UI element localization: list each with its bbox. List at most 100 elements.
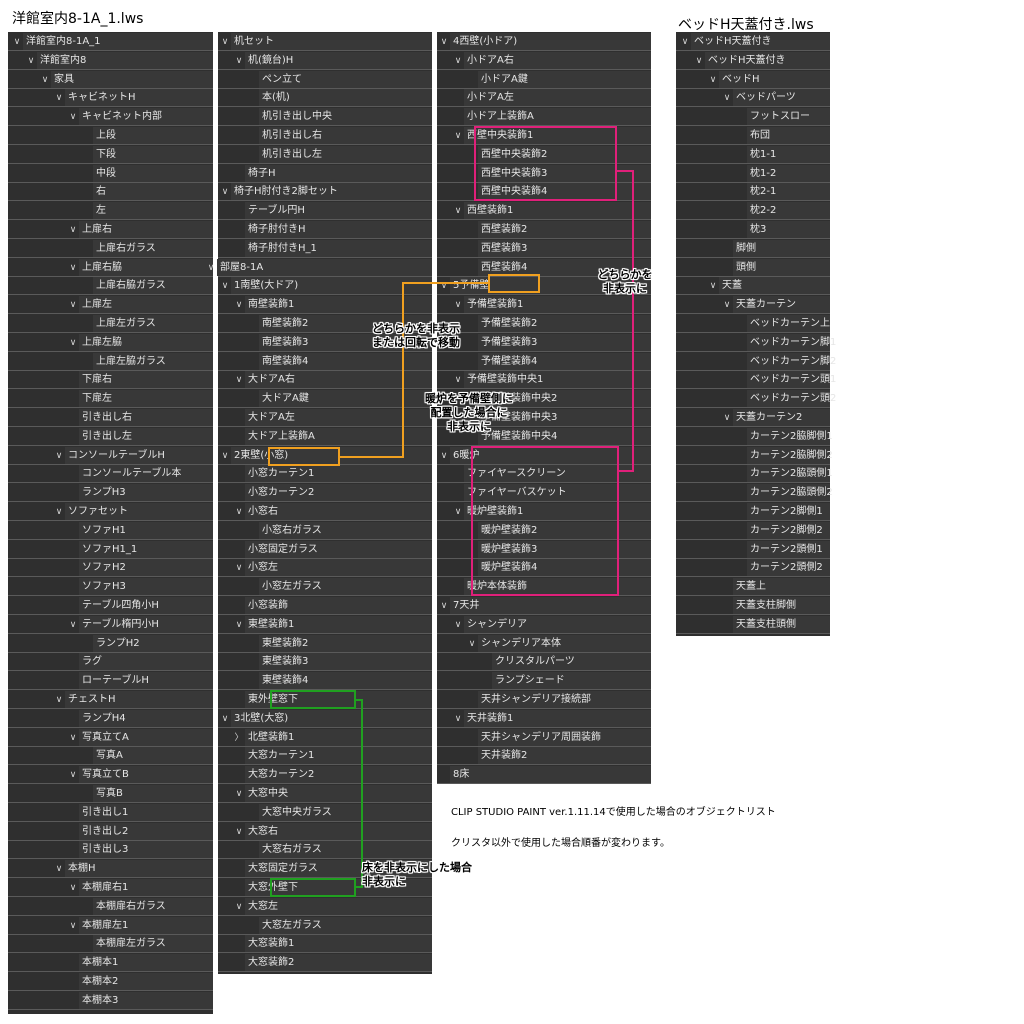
chevron-down-icon[interactable]: ∨ [221, 37, 229, 47]
tree-row[interactable]: 上扉左脇ガラス [8, 352, 213, 371]
tree-row[interactable]: 本棚扉右ガラス [8, 897, 213, 916]
tree-row[interactable]: ∨ ベッドH天蓋付き [676, 33, 830, 51]
tree-row[interactable]: 南壁装飾2 [218, 315, 432, 333]
tree-row[interactable]: ∨ 1南壁(大ドア) [218, 277, 432, 296]
tree-row[interactable]: ペン立て [218, 70, 432, 89]
tree-row[interactable]: ∨ 天蓋 [676, 277, 830, 296]
tree-row[interactable]: ベッドカーテン上 [676, 315, 830, 333]
chevron-down-icon[interactable]: ∨ [440, 37, 448, 47]
tree-row[interactable]: 大ドア上装飾A [218, 427, 432, 446]
tree-row[interactable]: ∨ 南壁装飾1 [218, 296, 432, 315]
tree-row[interactable]: カーテン2脇頭側2 [676, 484, 833, 503]
tree-row[interactable]: カーテン2脚側1 [676, 503, 830, 521]
chevron-down-icon[interactable]: ∨ [221, 450, 229, 461]
tree-row[interactable]: 小窓カーテン2 [218, 484, 432, 503]
tree-row[interactable]: 頭側 [676, 258, 830, 277]
tree-row[interactable]: 本棚本2 [8, 973, 213, 991]
tree-row[interactable]: 暖炉本体装飾 [437, 578, 651, 597]
tree-row[interactable]: ∨ ソファセット [8, 503, 213, 521]
chevron-down-icon[interactable]: ∨ [440, 281, 448, 292]
tree-row[interactable]: テーブル円H [218, 202, 432, 221]
chevron-down-icon[interactable]: ∨ [69, 262, 77, 273]
chevron-right-icon[interactable]: 〉 [234, 732, 244, 743]
chevron-down-icon[interactable]: ∨ [723, 93, 731, 104]
chevron-down-icon[interactable]: ∨ [235, 507, 243, 517]
tree-row[interactable]: ∨ 5予備壁 [437, 277, 651, 296]
tree-row[interactable]: ∨ 小窓左 [218, 559, 432, 578]
tree-row[interactable]: カーテン2脇頭側1 [676, 465, 833, 484]
tree-row[interactable]: ∨ ベッドH天蓋付き [676, 51, 830, 70]
tree-row[interactable]: 小ドア上装飾A [437, 108, 651, 127]
tree-row[interactable]: ∨ 6暖炉 [437, 446, 651, 465]
tree-row[interactable]: ∨ 大窓左 [218, 897, 432, 916]
tree-row[interactable]: 上扉右脇ガラス [8, 277, 213, 296]
chevron-down-icon[interactable]: ∨ [235, 619, 243, 630]
tree-row[interactable]: 左 [8, 202, 213, 221]
chevron-down-icon[interactable]: ∨ [13, 37, 21, 47]
tree-row[interactable]: 脚側 [676, 239, 830, 258]
chevron-down-icon[interactable]: ∨ [69, 300, 77, 311]
tree-row[interactable]: ∨ ベッドパーツ [676, 89, 830, 108]
tree-row[interactable]: 枕3 [676, 221, 830, 239]
tree-row[interactable]: 枕1-1 [676, 145, 830, 164]
tree-row[interactable]: 右 [8, 183, 213, 202]
tree-row[interactable]: 引き出し左 [8, 427, 213, 446]
tree-row[interactable]: 予備壁装飾3 [437, 333, 651, 352]
tree-row[interactable]: 下扉左 [8, 390, 213, 409]
tree-row[interactable]: 暖炉壁装飾4 [437, 559, 651, 578]
tree-row[interactable]: ファイヤースクリーン [437, 465, 651, 484]
tree-row[interactable]: 天蓋支柱脚側 [676, 597, 830, 615]
tree-row[interactable]: 大窓左ガラス [218, 916, 432, 935]
tree-row[interactable]: 西壁装飾3 [437, 239, 651, 258]
tree-row[interactable]: ∨ 本棚扉左1 [8, 916, 213, 935]
chevron-down-icon[interactable]: ∨ [440, 450, 448, 461]
tree-row[interactable]: ファイヤーバスケット [437, 484, 651, 503]
tree-row[interactable]: 机引き出し左 [218, 145, 432, 164]
tree-row[interactable]: カーテン2脚側2 [676, 521, 830, 540]
tree-row[interactable]: ∨ 天蓋カーテン2 [676, 409, 830, 427]
tree-row[interactable]: ∨ 椅子H肘付き2脚セット [218, 183, 432, 202]
tree-row[interactable]: ∨ 家具 [8, 70, 213, 89]
chevron-down-icon[interactable]: ∨ [69, 920, 77, 931]
tree-row[interactable]: 小ドアA鍵 [437, 70, 651, 89]
tree-row[interactable]: クリスタルパーツ [437, 653, 651, 672]
tree-row[interactable]: ラグ [8, 653, 213, 672]
chevron-down-icon[interactable]: ∨ [69, 225, 77, 235]
tree-row[interactable]: ∨ 机(鏡台)H [218, 51, 432, 70]
tree-row[interactable]: 引き出し3 [8, 841, 213, 860]
tree-row[interactable]: カーテン2頭側2 [676, 559, 830, 578]
tree-row[interactable]: 椅子H [218, 164, 432, 183]
chevron-down-icon[interactable]: ∨ [69, 112, 77, 123]
tree-row[interactable]: 中段 [8, 164, 213, 183]
tree-row[interactable]: 大窓右ガラス [218, 841, 432, 860]
tree-row[interactable]: 天井装飾2 [437, 747, 651, 766]
tree-row[interactable]: ランプH4 [8, 709, 213, 728]
chevron-down-icon[interactable]: ∨ [454, 713, 462, 724]
tree-row[interactable]: ∨ 机セット [218, 33, 432, 51]
tree-row[interactable]: 上扉左ガラス [8, 315, 213, 333]
tree-row[interactable]: ∨ 大ドアA右 [218, 371, 432, 390]
tree-row[interactable]: ∨ 3北壁(大窓) [218, 709, 432, 728]
tree-row[interactable]: 引き出し右 [8, 409, 213, 427]
tree-row[interactable]: コンソールテーブル本 [8, 465, 213, 484]
tree-row[interactable]: 西壁中央装飾2 [437, 145, 651, 164]
chevron-down-icon[interactable]: ∨ [235, 789, 243, 799]
tree-row[interactable]: 引き出し2 [8, 822, 213, 841]
tree-row[interactable]: 暖炉壁装飾3 [437, 540, 651, 559]
tree-row[interactable]: ∨ 本棚H [8, 860, 213, 879]
chevron-down-icon[interactable]: ∨ [454, 55, 462, 66]
tree-row[interactable]: 本棚本3 [8, 991, 213, 1010]
tree-row[interactable]: ∨ 西壁中央装飾1 [437, 127, 651, 145]
tree-row[interactable]: 小ドアA左 [437, 89, 651, 108]
tree-row[interactable]: 東壁装飾3 [218, 653, 432, 672]
tree-row[interactable]: 予備壁装飾中央2 [437, 390, 651, 409]
chevron-down-icon[interactable]: ∨ [709, 74, 717, 85]
tree-row[interactable]: 枕1-2 [676, 164, 830, 183]
tree-row[interactable]: 南壁装飾4 [218, 352, 432, 371]
tree-row[interactable]: 下段 [8, 145, 213, 164]
tree-row[interactable]: 大窓カーテン1 [218, 747, 432, 766]
tree-row[interactable]: ∨ 大窓中央 [218, 785, 432, 803]
tree-row[interactable]: 本棚扉左ガラス [8, 935, 213, 954]
tree-row[interactable]: ∨ 小ドアA右 [437, 51, 651, 70]
tree-row[interactable]: 本(机) [218, 89, 432, 108]
